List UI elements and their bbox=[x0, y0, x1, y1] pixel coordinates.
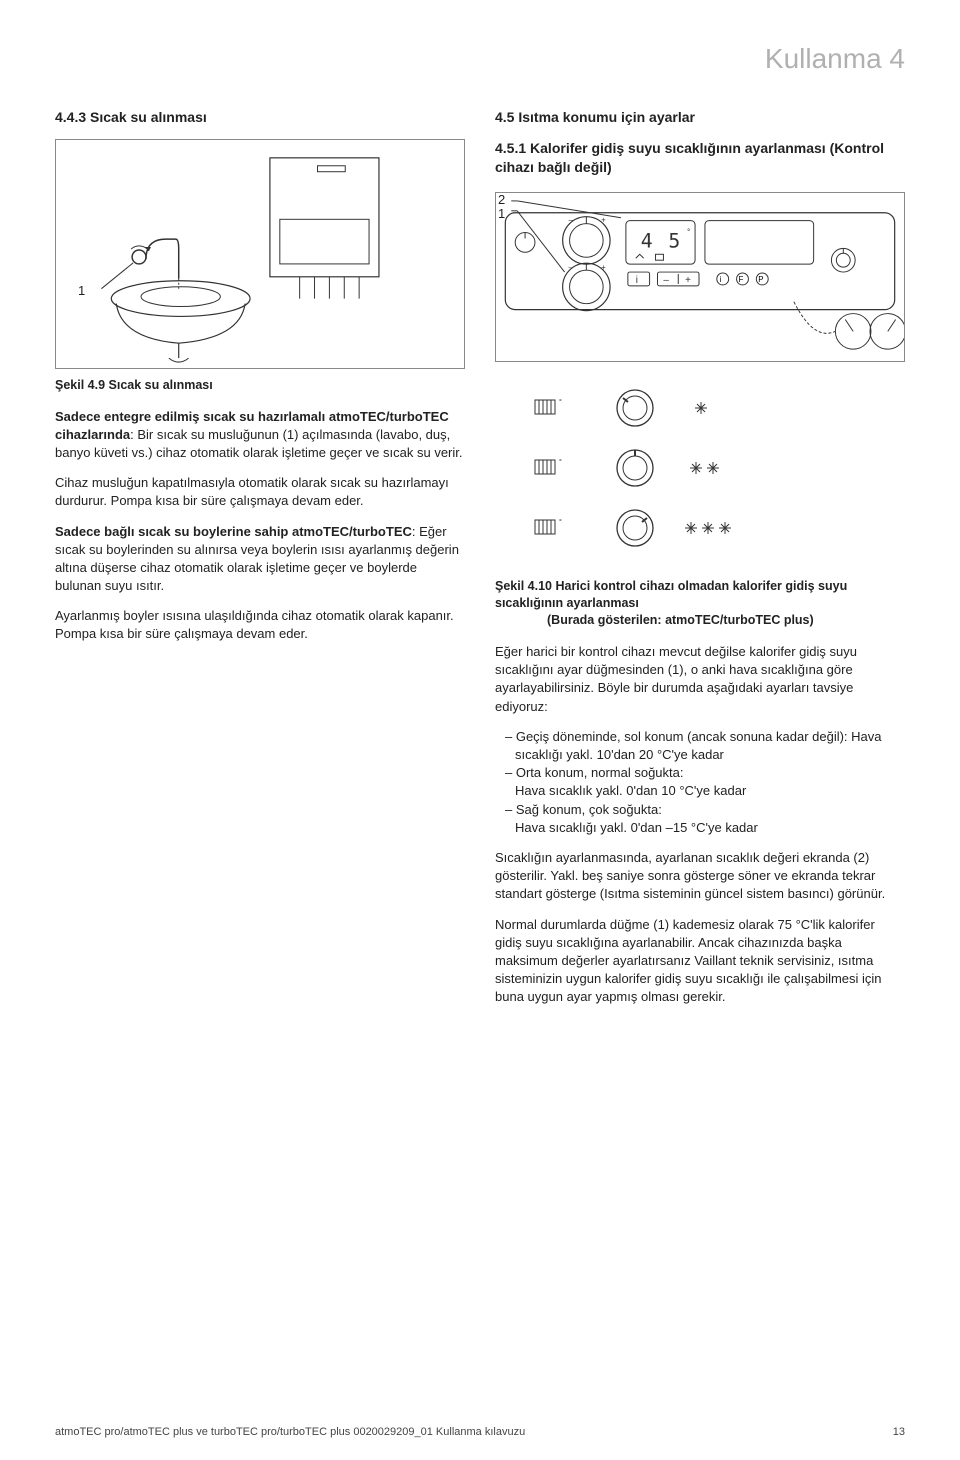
bullet-2: – Sağ konum, çok soğukta: Hava sıcaklığı… bbox=[505, 801, 905, 837]
display-value-text: 4 5 bbox=[641, 230, 683, 253]
sec-title: Sıcak su alınması bbox=[90, 109, 207, 125]
sec-title: Isıtma konumu için ayarlar bbox=[518, 109, 695, 125]
right-p3: Normal durumlarda düğme (1) kademesiz ol… bbox=[495, 916, 905, 1007]
right-column: 4.5 Isıtma konumu için ayarlar 4.5.1 Kal… bbox=[495, 108, 905, 1019]
fig410-callout-1: 1 bbox=[498, 205, 505, 223]
left-p4: Ayarlanmış boyler ısısına ulaşıldığında … bbox=[55, 607, 465, 643]
bullet-2-bold: Sağ konum bbox=[516, 802, 582, 817]
svg-text:i: i bbox=[636, 275, 638, 286]
footer-left: atmoTEC pro/atmoTEC plus ve turboTEC pro… bbox=[55, 1425, 525, 1440]
fig410-svg: – + – + 4 5 ° i – + bbox=[496, 193, 904, 361]
left-column: 4.4.3 Sıcak su alınması bbox=[55, 108, 465, 1019]
fig49-callout-1: 1 bbox=[78, 282, 85, 300]
fig49-caption-bold: Şekil 4.9 Sıcak su alınması bbox=[55, 378, 213, 392]
svg-text:+: + bbox=[601, 264, 606, 273]
dial-cluster-svg: ° ° bbox=[495, 370, 905, 570]
left-p3-bold: Sadece bağlı sıcak su boylerine sahip at… bbox=[55, 524, 412, 539]
figure-4-10-panel: – + – + 4 5 ° i – + bbox=[495, 192, 905, 362]
content-columns: 4.4.3 Sıcak su alınması bbox=[55, 108, 905, 1019]
position-list: – Geçiş döneminde, sol konum (ancak sonu… bbox=[495, 728, 905, 837]
svg-text:°: ° bbox=[687, 228, 690, 237]
sec-title: Kalorifer gidiş suyu sıcaklığının ayarla… bbox=[495, 140, 884, 175]
fig410-caption-bold: Şekil 4.10 Harici kontrol cihazı olmadan… bbox=[495, 579, 847, 610]
svg-text:P: P bbox=[758, 275, 763, 284]
left-p1: Sadece entegre edilmiş sıcak su hazırlam… bbox=[55, 408, 465, 463]
footer-right: 13 bbox=[893, 1425, 905, 1440]
sec-num: 4.4.3 bbox=[55, 109, 86, 125]
svg-text:+: + bbox=[601, 216, 606, 225]
right-p2: Sıcaklığın ayarlanmasında, ayarlanan sıc… bbox=[495, 849, 905, 904]
section-4-5-1-heading: 4.5.1 Kalorifer gidiş suyu sıcaklığının … bbox=[495, 139, 905, 177]
dial-position-diagram: ° ° bbox=[495, 370, 905, 570]
left-p2: Cihaz musluğun kapatılmasıyla otomatik o… bbox=[55, 474, 465, 510]
section-4-5-heading: 4.5 Isıtma konumu için ayarlar bbox=[495, 108, 905, 127]
fig49-caption: Şekil 4.9 Sıcak su alınması bbox=[55, 377, 465, 394]
figure-4-9: 1 bbox=[55, 139, 465, 369]
svg-text:°: ° bbox=[559, 458, 562, 466]
svg-text:F: F bbox=[739, 275, 744, 284]
bullet-0-bold: Geçiş döneminde, sol konum bbox=[516, 729, 684, 744]
right-p1: Eğer harici bir kontrol cihazı mevcut de… bbox=[495, 643, 905, 716]
svg-text:i: i bbox=[720, 275, 722, 284]
fig410-caption: Şekil 4.10 Harici kontrol cihazı olmadan… bbox=[495, 578, 905, 629]
page-footer: atmoTEC pro/atmoTEC plus ve turboTEC pro… bbox=[55, 1425, 905, 1440]
svg-text:–: – bbox=[663, 275, 669, 286]
fig49-svg bbox=[56, 140, 464, 368]
bullet-1: – Orta konum, normal soğukta: Hava sıcak… bbox=[505, 764, 905, 800]
page-header: Kullanma 4 bbox=[55, 40, 905, 78]
svg-text:–: – bbox=[569, 264, 574, 273]
svg-text:–: – bbox=[569, 216, 574, 225]
fig410-caption-small: (Burada gösterilen: atmoTEC/turboTEC plu… bbox=[495, 612, 814, 629]
bullet-0: – Geçiş döneminde, sol konum (ancak sonu… bbox=[505, 728, 905, 764]
svg-text:°: ° bbox=[559, 518, 562, 526]
svg-text:+: + bbox=[685, 275, 691, 286]
sec-num: 4.5.1 bbox=[495, 140, 526, 156]
svg-text:°: ° bbox=[559, 398, 562, 406]
sec-num: 4.5 bbox=[495, 109, 514, 125]
left-p3: Sadece bağlı sıcak su boylerine sahip at… bbox=[55, 523, 465, 596]
section-4-4-3-heading: 4.4.3 Sıcak su alınması bbox=[55, 108, 465, 127]
bullet-1-bold: Orta konum bbox=[516, 765, 584, 780]
